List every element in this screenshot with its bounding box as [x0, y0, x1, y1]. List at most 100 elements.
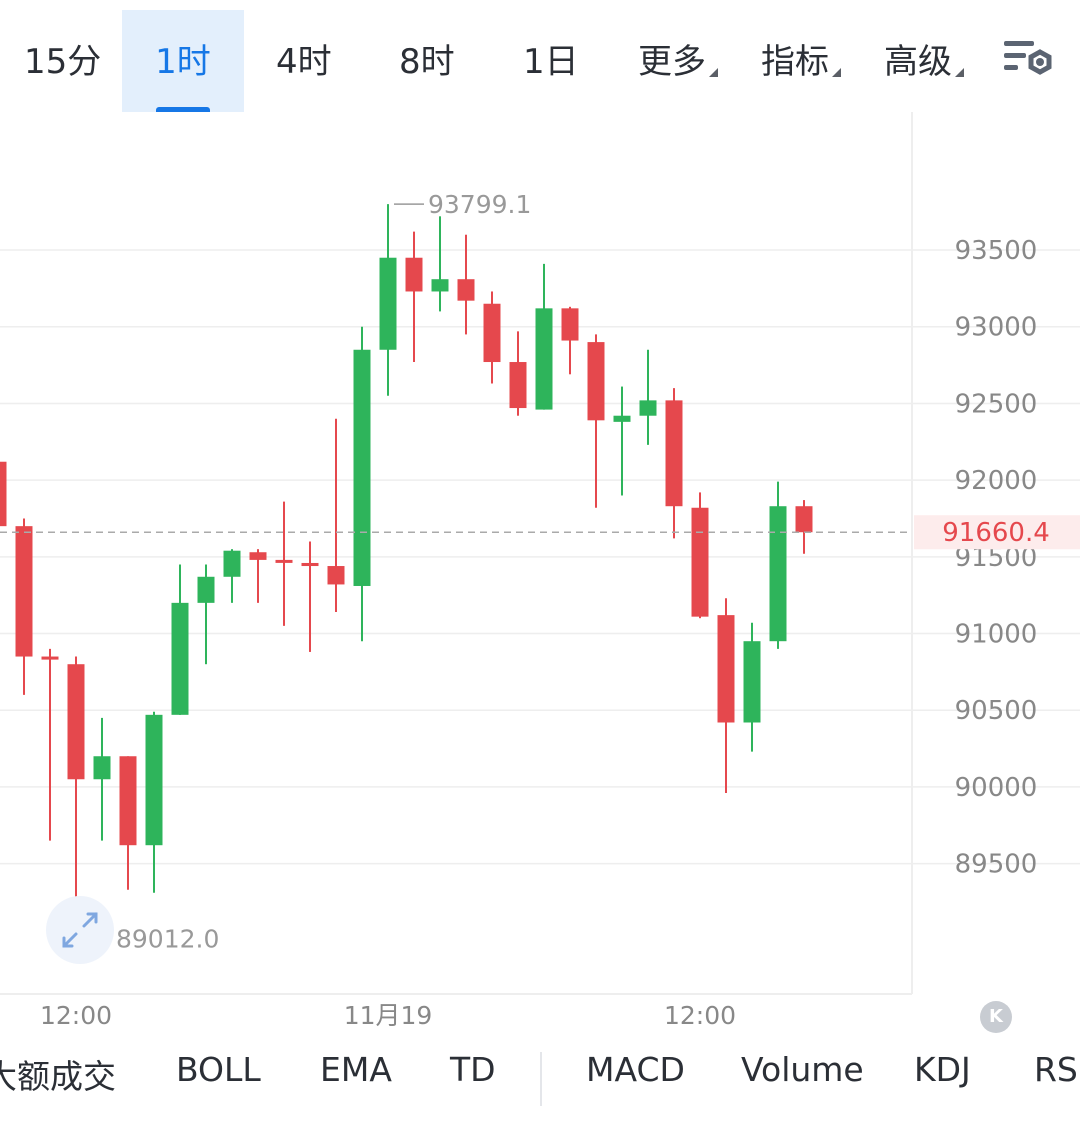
candle [15, 518, 33, 695]
candle-body [67, 664, 85, 780]
indicator-rsi[interactable]: RSI [1034, 1050, 1080, 1089]
price-tick-label: 90000 [955, 773, 1038, 803]
more-label: 更多 [638, 42, 706, 82]
candle [561, 306, 579, 375]
indicator-volume[interactable]: Volume [741, 1050, 864, 1089]
more-dropdown[interactable]: 更多 [638, 10, 718, 112]
candle-body [171, 602, 189, 715]
candle-body [327, 566, 345, 585]
candle [509, 331, 527, 416]
indicator-kdj[interactable]: KDJ [914, 1050, 971, 1089]
candle-body [301, 562, 319, 567]
candle [717, 598, 735, 794]
current-price-line: 91660.4 [0, 515, 1080, 550]
price-tick-label: 91000 [955, 620, 1038, 650]
time-axis: 12:00 11月19 12:00 [40, 1001, 736, 1030]
candle-body [769, 506, 787, 642]
candle-body [717, 615, 735, 723]
candle [639, 349, 657, 445]
candle [769, 481, 787, 649]
candle-body [41, 656, 59, 660]
candle [353, 326, 371, 642]
candle [457, 234, 475, 335]
dropdown-triangle-icon [709, 68, 718, 77]
dropdown-triangle-icon [832, 68, 841, 77]
candle-body [587, 342, 605, 421]
indicators-dropdown[interactable]: 指标 [761, 10, 841, 112]
expand-arrows-icon [62, 912, 98, 948]
time-tick-label: 11月19 [344, 1001, 433, 1030]
price-tick-label: 90500 [955, 696, 1038, 726]
indicator-large-trades[interactable]: 大额成交 [0, 1057, 116, 1096]
candlestick-chart[interactable]: 8950090000905009100091500920009250093000… [0, 112, 1080, 1032]
candle-body [0, 461, 7, 527]
indicator-boll[interactable]: BOLL [176, 1050, 261, 1089]
extreme-labels: 93799.1 89012.0 [82, 190, 531, 953]
price-tick-label: 92000 [955, 466, 1038, 496]
timeframe-label: 1日 [523, 42, 579, 82]
timeframe-label: 1时 [155, 42, 211, 82]
low-price-label: 89012.0 [116, 924, 219, 953]
price-axis: 8950090000905009100091500920009250093000… [955, 236, 1038, 880]
candle [67, 656, 85, 939]
indicator-td[interactable]: TD [450, 1050, 496, 1089]
current-price-label: 91660.4 [942, 518, 1050, 548]
candle-body [379, 257, 397, 350]
candle [249, 549, 267, 603]
indicator-ema[interactable]: EMA [320, 1050, 392, 1089]
candle [691, 492, 709, 619]
indicator-separator [540, 1052, 542, 1106]
time-tick-label: 12:00 [40, 1001, 112, 1030]
candle-body [665, 400, 683, 507]
current-price-tag [914, 515, 1080, 550]
candle [535, 263, 553, 410]
candle-body [275, 559, 293, 563]
advanced-dropdown[interactable]: 高级 [884, 10, 964, 112]
timeframe-1h-tab[interactable]: 1时 [122, 10, 244, 112]
timeframe-label: 4时 [276, 42, 332, 82]
timeframe-4h-tab[interactable]: 4时 [276, 10, 332, 112]
expand-button-bg [46, 896, 114, 964]
indicator-macd[interactable]: MACD [586, 1050, 685, 1089]
timeframe-15m-tab[interactable]: 15分 [24, 10, 101, 112]
candle [379, 204, 397, 396]
price-tick-label: 89500 [955, 850, 1038, 880]
collapse-k-icon[interactable]: K [980, 1001, 1012, 1033]
candle-body [561, 308, 579, 341]
candle-body [431, 279, 449, 292]
candle [795, 500, 813, 554]
indicators-label: 指标 [761, 42, 829, 82]
timeframe-bar: 15分 1时 4时 8时 1日 更多 指标 高级 [0, 0, 1080, 112]
candle [145, 711, 163, 893]
candle [483, 291, 501, 384]
candle [665, 388, 683, 539]
candle [0, 461, 7, 527]
candle-body [613, 415, 631, 422]
candle [431, 216, 449, 312]
dropdown-triangle-icon [955, 68, 964, 77]
candle-body [405, 257, 423, 292]
candle-body [509, 362, 527, 409]
candle-body [743, 641, 761, 723]
candle-body [15, 526, 33, 657]
candle [93, 717, 111, 841]
candles-group [0, 204, 813, 939]
high-price-label: 93799.1 [428, 190, 531, 219]
candle-body [795, 506, 813, 533]
candle [301, 541, 319, 652]
candle-body [353, 349, 371, 586]
candle [41, 648, 59, 841]
candle [743, 622, 761, 752]
expand-button[interactable] [46, 896, 114, 964]
timeframe-1d-tab[interactable]: 1日 [523, 10, 579, 112]
candle [405, 231, 423, 363]
timeframe-8h-tab[interactable]: 8时 [399, 10, 455, 112]
candle [327, 418, 345, 613]
candle [223, 549, 241, 603]
candle-body [483, 303, 501, 363]
candle-body [119, 756, 137, 846]
candle [197, 564, 215, 665]
candle-body [145, 714, 163, 846]
candle-body [457, 279, 475, 301]
settings-gear-icon[interactable] [1000, 38, 1060, 86]
